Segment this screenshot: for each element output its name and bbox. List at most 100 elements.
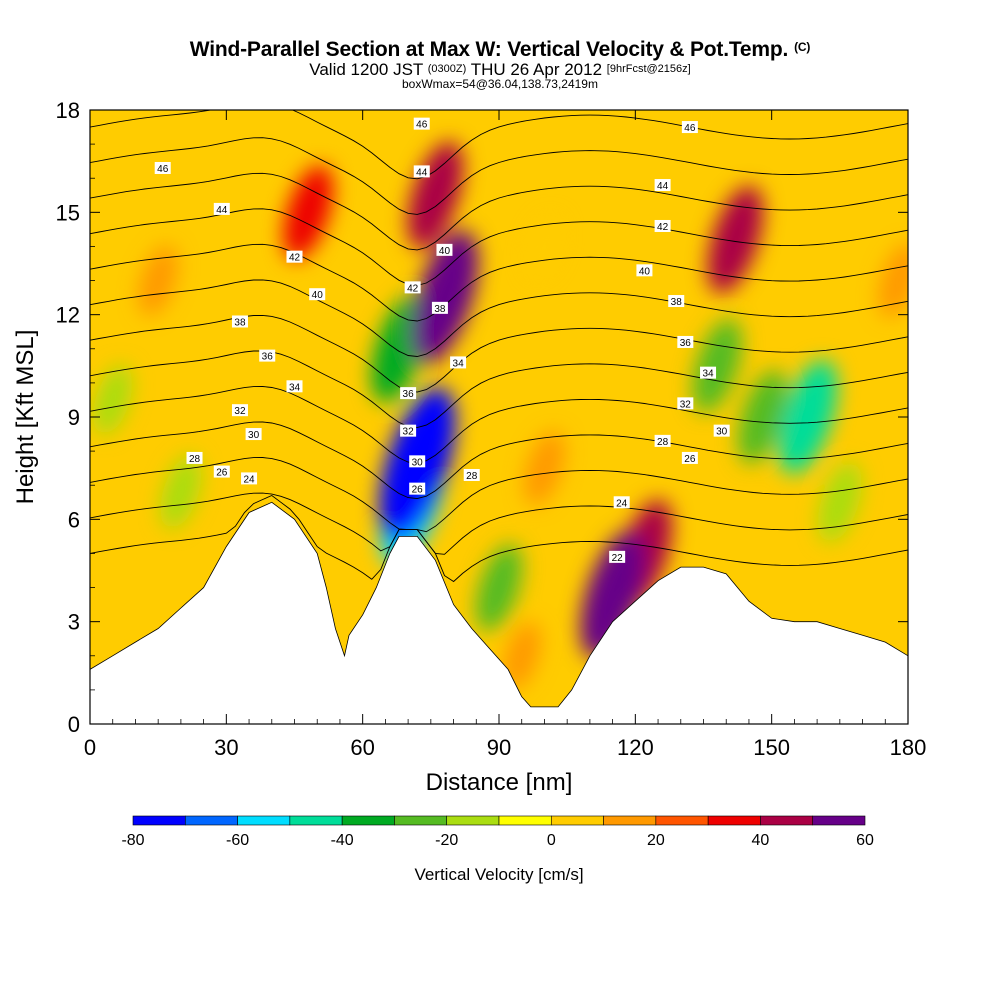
theta-contour-label: 46 bbox=[413, 117, 430, 131]
valid-utc: (0300Z) bbox=[427, 63, 467, 75]
theta-label-text: 40 bbox=[439, 246, 451, 257]
theta-contour-label: 44 bbox=[213, 202, 230, 216]
theta-contour-label: 44 bbox=[413, 165, 430, 178]
theta-contour-label: 30 bbox=[409, 455, 426, 468]
theta-contour bbox=[90, 110, 908, 180]
x-axis-label: Distance [nm] bbox=[426, 769, 573, 796]
theta-label-box bbox=[286, 250, 303, 263]
theta-label-text: 30 bbox=[716, 427, 728, 438]
colorbar-swatch bbox=[132, 815, 186, 826]
theta-contour-label: 40 bbox=[436, 243, 453, 257]
colorbar-swatch bbox=[237, 815, 291, 826]
theta-label-text: 28 bbox=[189, 454, 201, 465]
theta-contour-label: 22 bbox=[609, 550, 626, 564]
velocity-cell bbox=[283, 165, 333, 260]
theta-contour-label: 28 bbox=[463, 468, 480, 482]
theta-label-box bbox=[231, 404, 248, 417]
theta-label-text: 44 bbox=[657, 181, 669, 192]
theta-label-text: 28 bbox=[657, 437, 669, 448]
theta-label-text: 26 bbox=[684, 454, 696, 465]
theta-label-box bbox=[677, 397, 694, 410]
theta-contour-label: 32 bbox=[400, 424, 417, 438]
theta-label-box bbox=[154, 161, 171, 174]
theta-label-box bbox=[213, 202, 230, 215]
valid-forecast: [9hrFcst@2156z] bbox=[606, 63, 691, 75]
velocity-cell bbox=[778, 359, 838, 475]
theta-contour bbox=[90, 172, 908, 251]
terrain bbox=[89, 501, 909, 725]
theta-contour bbox=[90, 386, 908, 464]
theta-contour-label: 42 bbox=[286, 250, 303, 264]
colorbar-swatch bbox=[289, 815, 343, 826]
colorbar-tick-label: 20 bbox=[647, 832, 665, 849]
velocity-cell bbox=[524, 431, 565, 506]
velocity-cell bbox=[410, 230, 479, 365]
y-tick-label: 9 bbox=[68, 405, 80, 430]
velocity-cell bbox=[580, 530, 645, 659]
theta-contour-label: 40 bbox=[309, 288, 326, 301]
theta-contour-label: 30 bbox=[713, 424, 730, 438]
theta-label-box bbox=[409, 482, 426, 495]
y-tick-label: 3 bbox=[68, 610, 80, 635]
theta-contour-label: 46 bbox=[681, 121, 698, 134]
colorbar-tick-label: -80 bbox=[121, 832, 144, 849]
theta-contour-label: 26 bbox=[681, 451, 698, 465]
theta-label-text: 30 bbox=[412, 457, 424, 468]
theta-label-text: 40 bbox=[639, 266, 651, 277]
colorbar-swatch bbox=[550, 815, 604, 826]
theta-label-box bbox=[413, 117, 430, 130]
theta-label-text: 22 bbox=[612, 553, 624, 564]
velocity-cell bbox=[878, 243, 908, 318]
theta-contour-label: 38 bbox=[231, 315, 248, 328]
theta-label-text: 46 bbox=[684, 123, 696, 134]
colorbar-tick-label: -40 bbox=[331, 832, 354, 849]
theta-label-text: 34 bbox=[453, 358, 465, 369]
theta-label-box bbox=[654, 179, 671, 192]
theta-label-text: 24 bbox=[243, 474, 255, 485]
velocity-cell bbox=[502, 622, 541, 690]
colorbar-swatch bbox=[184, 815, 238, 826]
x-tick-label: 30 bbox=[214, 735, 238, 760]
theta-label-box bbox=[286, 380, 303, 393]
theta-contour bbox=[90, 457, 908, 533]
colorbar-swatch bbox=[812, 815, 866, 826]
x-tick-label: 180 bbox=[890, 735, 927, 760]
theta-label-box bbox=[241, 472, 258, 485]
theta-contour-label: 28 bbox=[186, 451, 203, 465]
theta-label-box bbox=[654, 219, 671, 232]
theta-label-box bbox=[231, 315, 248, 328]
colorbar-tick-label: 60 bbox=[856, 832, 874, 849]
y-tick-label: 18 bbox=[56, 98, 80, 123]
theta-label-box bbox=[668, 295, 685, 308]
theta-contour-label: 46 bbox=[154, 161, 171, 175]
theta-label-box bbox=[681, 451, 698, 464]
y-tick-label: 0 bbox=[68, 712, 80, 737]
theta-label-text: 30 bbox=[248, 430, 260, 441]
theta-label-box bbox=[609, 550, 626, 563]
colorbar-swatch bbox=[655, 815, 709, 826]
theta-label-text: 46 bbox=[416, 120, 428, 131]
theta-label-text: 34 bbox=[702, 369, 714, 380]
velocity-cell bbox=[160, 455, 202, 530]
theta-contour-label: 36 bbox=[400, 387, 417, 400]
theta-label-box bbox=[677, 335, 694, 348]
colorbar-swatch bbox=[446, 815, 500, 826]
theta-contour-label: 34 bbox=[286, 380, 303, 393]
theta-label-text: 32 bbox=[680, 399, 692, 410]
velocity-cell bbox=[138, 245, 178, 316]
theta-contour-label: 36 bbox=[259, 349, 276, 363]
colorbar: -80 -60 -40 -20 0 20 40 60 Vertical Velocity [cm… bbox=[121, 815, 874, 884]
theta-label-box bbox=[613, 496, 630, 509]
theta-label-box bbox=[463, 468, 480, 481]
velocity-cell bbox=[707, 185, 764, 294]
theta-label-box bbox=[404, 281, 421, 294]
theta-contour-label: 40 bbox=[636, 264, 653, 277]
theta-contour-label: 34 bbox=[700, 366, 717, 380]
x-tick-label: 60 bbox=[350, 735, 374, 760]
colorbar-tick-label: -20 bbox=[435, 832, 458, 849]
velocity-cell bbox=[407, 141, 464, 250]
theta-contour-label: 38 bbox=[668, 295, 685, 308]
theta-label-box bbox=[636, 264, 653, 277]
theta-label-text: 42 bbox=[657, 222, 669, 233]
